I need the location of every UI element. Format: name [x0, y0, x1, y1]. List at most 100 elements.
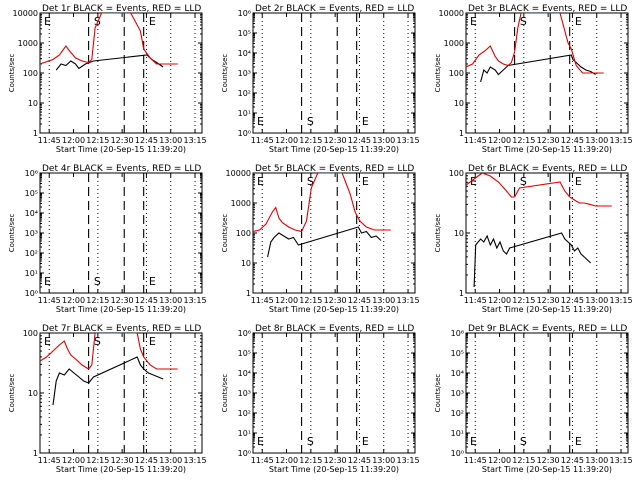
x-tick-label: 12:00: [488, 456, 511, 465]
x-axis-label: Start Time (20-Sep-15 11:39:20): [269, 465, 399, 474]
chart-panel-8: Det 8r BLACK = Events, RED = LLD 10⁰ 10¹ 10…: [221, 324, 420, 474]
y-tick-label: 10³: [25, 229, 38, 238]
x-tick-label: 13:00: [159, 136, 182, 145]
x-tick-label: 12:00: [275, 296, 298, 305]
chart-title: Det 1r BLACK = Events, RED = LLD: [42, 4, 201, 14]
x-tick-label: 12:45: [348, 296, 371, 305]
y-tick-label: 1: [33, 449, 38, 458]
x-tick-label: 12:45: [135, 456, 158, 465]
marker-label-e: E: [575, 175, 582, 188]
events-series-line: [473, 232, 592, 288]
x-tick-label: 12:15: [86, 136, 109, 145]
y-tick-label: 1: [459, 289, 464, 298]
x-tick-label: 11:45: [464, 456, 487, 465]
y-tick-label: 10⁶: [451, 329, 464, 338]
marker-label-e: E: [44, 335, 51, 348]
plot-frame: [465, 172, 629, 294]
x-axis-label: Start Time (20-Sep-15 11:39:20): [482, 145, 612, 154]
plot-frame: [252, 172, 416, 294]
x-tick-label: 12:45: [561, 456, 584, 465]
x-tick-label: 13:00: [372, 456, 395, 465]
y-tick-label: 10²: [238, 89, 251, 98]
x-tick-label: 13:15: [397, 456, 420, 465]
y-tick-label: 10⁰: [238, 129, 251, 138]
x-tick-label: 12:30: [111, 296, 134, 305]
x-tick-label: 12:00: [275, 456, 298, 465]
y-tick-label: 10³: [238, 389, 251, 398]
x-tick-label: 12:15: [86, 296, 109, 305]
plot-frame: [465, 332, 629, 454]
lld-series-line: [466, 173, 612, 207]
y-axis-label: Counts/sec: [434, 54, 442, 93]
y-tick-label: 10⁰: [238, 449, 251, 458]
y-tick-label: 100: [236, 229, 251, 238]
x-tick-label: 12:00: [62, 296, 85, 305]
y-tick-label: 10000: [226, 169, 251, 178]
y-tick-label: 100: [449, 69, 464, 78]
x-tick-label: 12:30: [537, 296, 560, 305]
chart-title: Det 6r BLACK = Events, RED = LLD: [468, 164, 627, 174]
y-axis-label: Counts/sec: [221, 214, 229, 253]
marker-label-e: E: [362, 435, 369, 448]
y-tick-label: 10: [241, 259, 251, 268]
y-tick-label: 10: [454, 99, 464, 108]
x-tick-label: 11:45: [38, 296, 61, 305]
x-tick-label: 13:15: [184, 136, 207, 145]
y-tick-label: 10⁶: [25, 169, 38, 178]
y-tick-label: 10¹: [25, 269, 38, 278]
x-tick-label: 12:00: [488, 136, 511, 145]
x-axis-label: Start Time (20-Sep-15 11:39:20): [56, 305, 186, 314]
plot-frame: [39, 12, 203, 134]
x-tick-label: 13:00: [585, 136, 608, 145]
y-tick-label: 10³: [238, 69, 251, 78]
y-tick-label: 1: [459, 129, 464, 138]
x-tick-label: 11:45: [251, 136, 274, 145]
x-tick-label: 12:30: [324, 456, 347, 465]
y-tick-label: 10: [28, 389, 38, 398]
x-axis-label: Start Time (20-Sep-15 11:39:20): [482, 465, 612, 474]
x-tick-label: 12:30: [537, 136, 560, 145]
y-tick-label: 10²: [25, 249, 38, 258]
y-tick-label: 1000: [231, 199, 251, 208]
events-series-line: [55, 54, 164, 71]
x-axis-label: Start Time (20-Sep-15 11:39:20): [56, 465, 186, 474]
marker-label-s: S: [520, 175, 527, 188]
chart-panel-4: Det 4r BLACK = Events, RED = LLD 10⁰ 10¹ 10…: [8, 164, 207, 314]
x-tick-label: 11:45: [38, 456, 61, 465]
x-tick-label: 12:00: [62, 136, 85, 145]
x-tick-label: 13:15: [397, 136, 420, 145]
chart-panel-3: Det 3r BLACK = Events, RED = LLD 1 10 100 10…: [434, 4, 633, 154]
x-axis-label: Start Time (20-Sep-15 11:39:20): [482, 305, 612, 314]
chart-panel-7: Det 7r BLACK = Events, RED = LLD 1 10 100 11…: [8, 324, 207, 474]
x-tick-label: 11:45: [251, 296, 274, 305]
plot-frame: [39, 332, 203, 454]
y-axis-label: Counts/sec: [434, 374, 442, 413]
y-tick-label: 10⁵: [238, 29, 251, 38]
x-tick-label: 11:45: [464, 136, 487, 145]
marker-label-s: S: [520, 435, 527, 448]
y-tick-label: 100: [449, 169, 464, 178]
x-tick-label: 13:15: [184, 296, 207, 305]
marker-label-e: E: [257, 115, 264, 128]
y-tick-label: 1000: [18, 39, 38, 48]
plot-frame: [39, 172, 203, 294]
y-tick-label: 10⁶: [238, 329, 251, 338]
marker-label-e: E: [44, 15, 51, 28]
marker-label-e: E: [575, 435, 582, 448]
y-tick-label: 10⁰: [25, 289, 38, 298]
x-tick-label: 11:45: [38, 136, 61, 145]
y-tick-label: 10¹: [451, 429, 464, 438]
x-tick-label: 13:00: [372, 296, 395, 305]
x-tick-label: 12:30: [324, 136, 347, 145]
y-tick-label: 10⁶: [238, 9, 251, 18]
x-tick-label: 12:45: [561, 136, 584, 145]
x-tick-label: 12:00: [488, 296, 511, 305]
x-tick-label: 12:15: [512, 296, 535, 305]
plot-frame: [252, 332, 416, 454]
marker-label-e: E: [257, 435, 264, 448]
marker-label-s: S: [307, 435, 314, 448]
y-tick-label: 10⁵: [238, 349, 251, 358]
x-tick-label: 13:15: [610, 456, 633, 465]
x-tick-label: 12:45: [135, 296, 158, 305]
